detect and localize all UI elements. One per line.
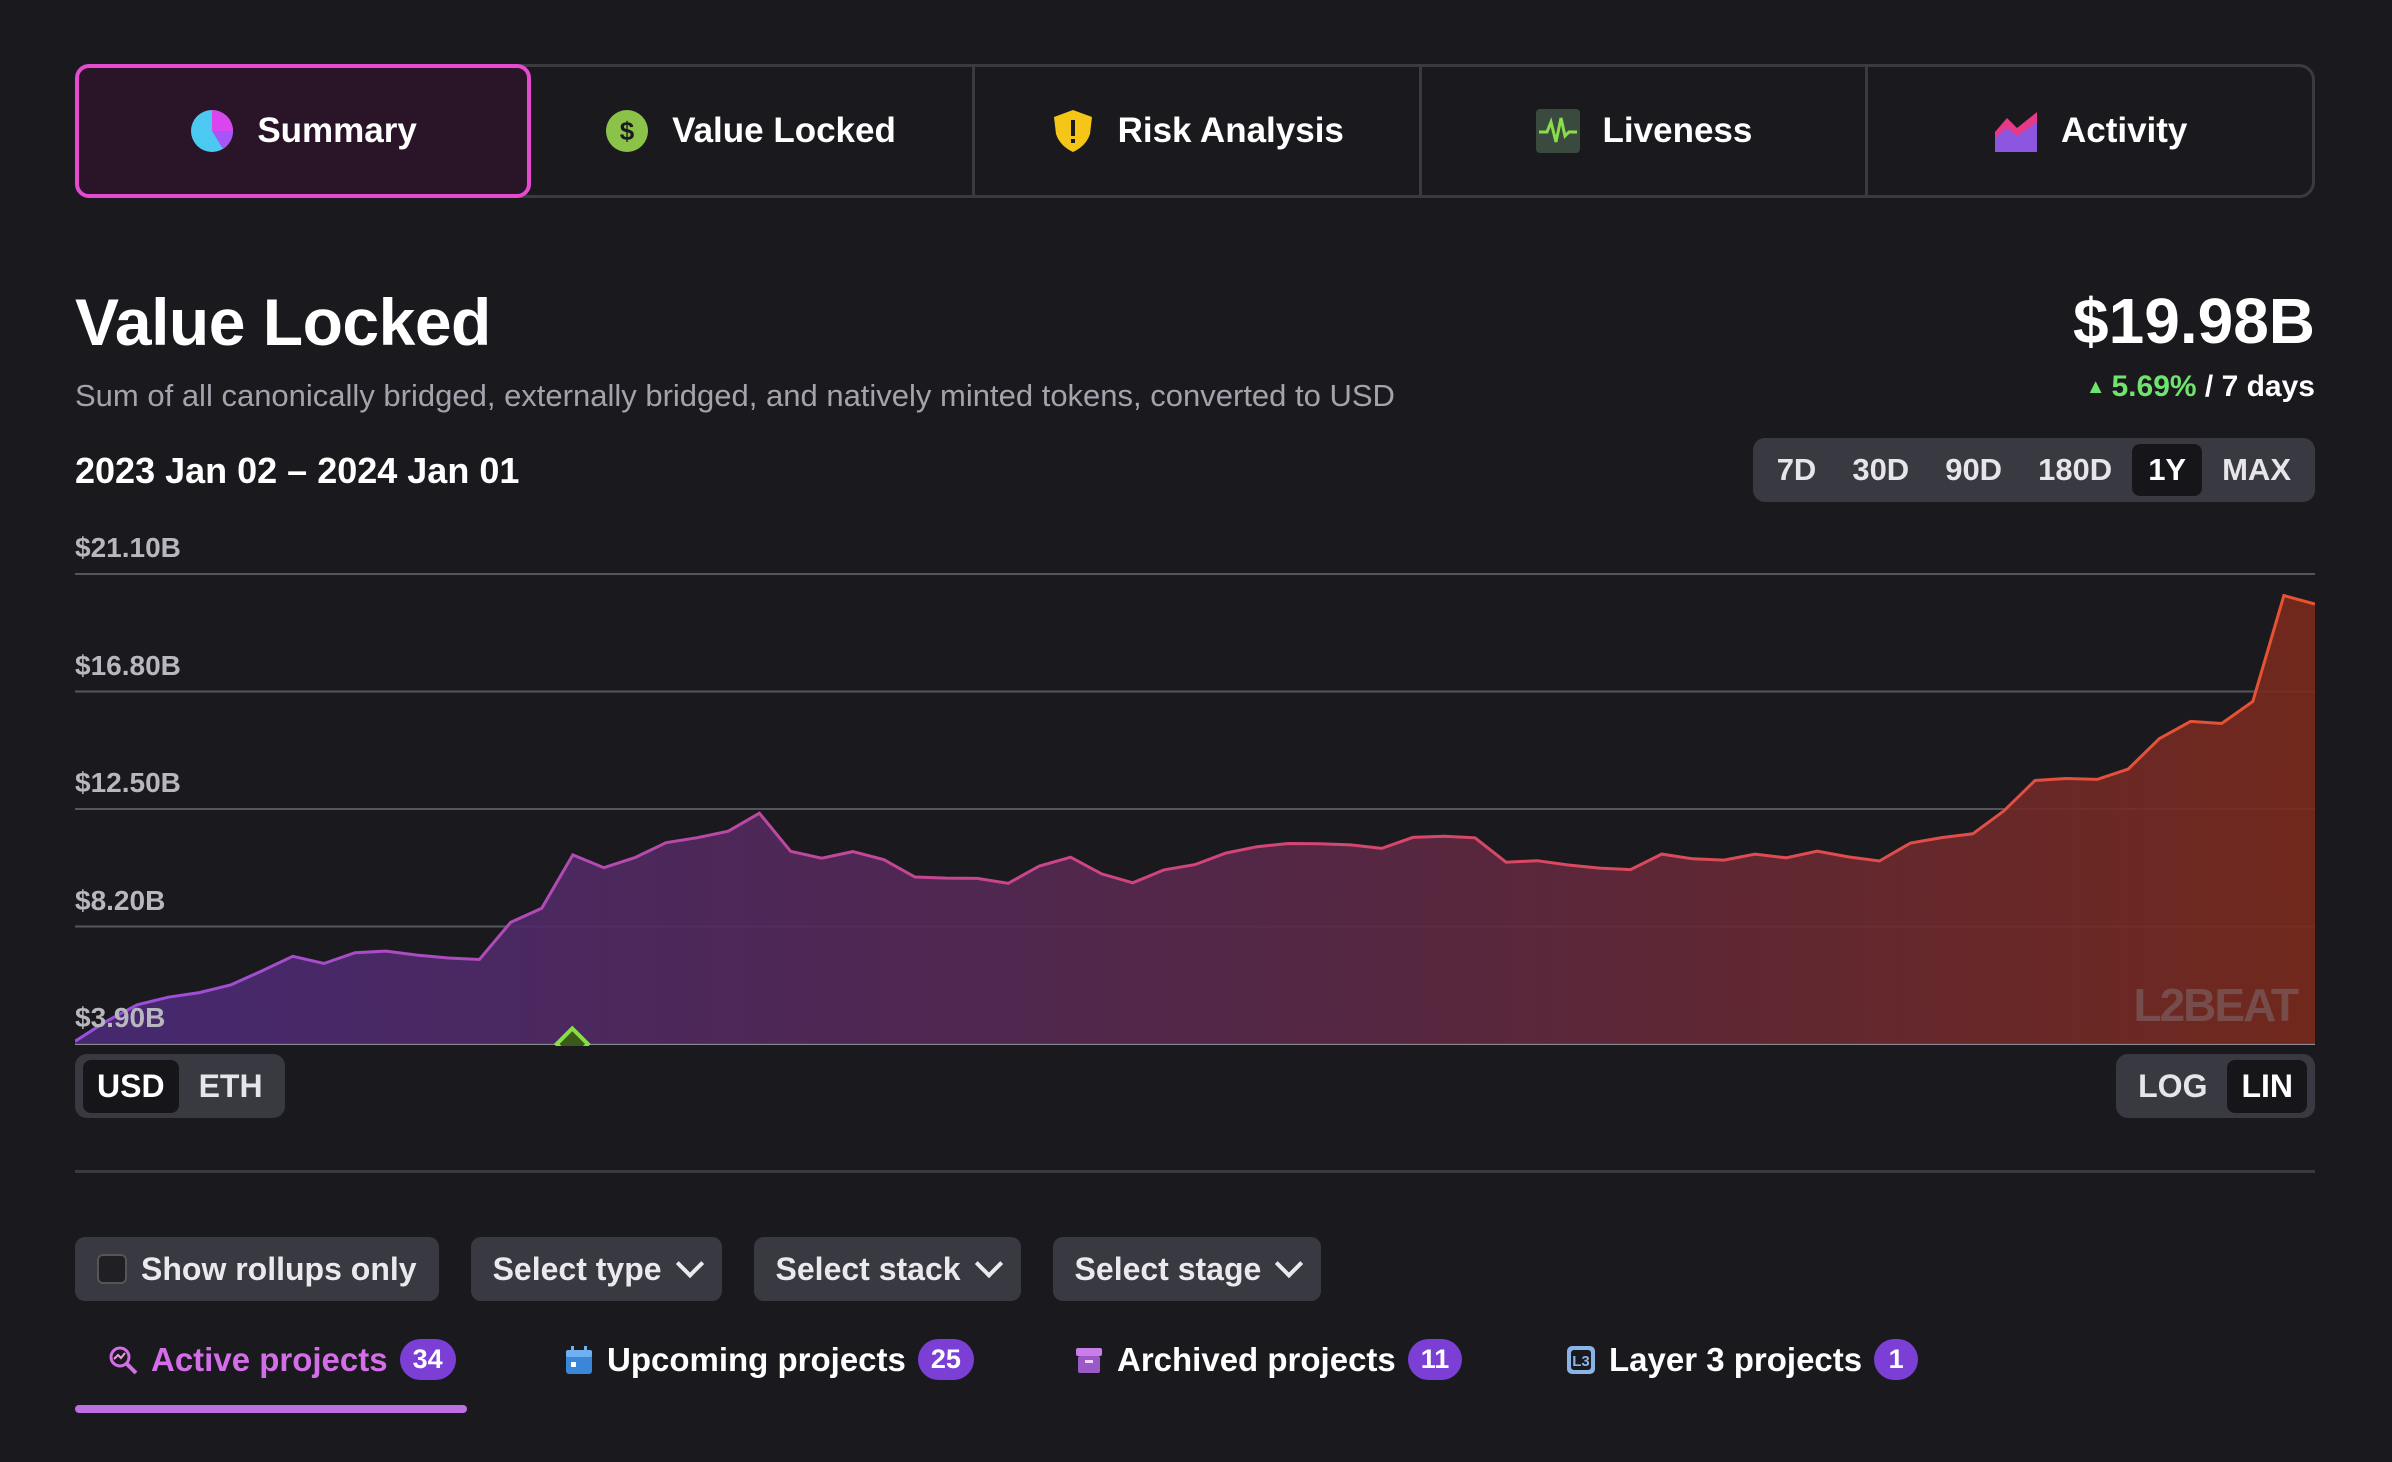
range-7d[interactable]: 7D bbox=[1776, 452, 1817, 487]
shield-warning-icon bbox=[1053, 110, 1092, 152]
y-axis-tick-label: $16.80B bbox=[75, 649, 181, 681]
svg-text:$: $ bbox=[620, 116, 635, 146]
layer3-icon: L3 bbox=[1567, 1345, 1595, 1374]
range-1y[interactable]: 1Y bbox=[2132, 444, 2203, 496]
value-locked-header: Value Locked Sum of all canonically brid… bbox=[75, 284, 2315, 414]
chart-canvas bbox=[75, 573, 2315, 1046]
checkbox-icon bbox=[97, 1254, 127, 1284]
tab-value-locked[interactable]: $ Value Locked bbox=[528, 67, 975, 195]
range-max[interactable]: MAX bbox=[2222, 452, 2291, 487]
page: Summary $ Value Locked Risk Analysis Liv… bbox=[75, 64, 2315, 1413]
divider bbox=[75, 1170, 2315, 1173]
change-percent: 5.69% bbox=[2111, 370, 2197, 403]
count-badge: 1 bbox=[1874, 1339, 1919, 1380]
tab-summary[interactable]: Summary bbox=[75, 64, 532, 198]
currency-eth[interactable]: ETH bbox=[198, 1067, 263, 1104]
change-summary: ▲ 5.69% / 7 days bbox=[2086, 370, 2315, 404]
calendar-icon bbox=[566, 1345, 592, 1374]
project-tabs: Active projects 34 Upcoming projects 25 … bbox=[75, 1339, 2315, 1413]
scale-lin[interactable]: LIN bbox=[2227, 1059, 2307, 1113]
page-title: Value Locked bbox=[75, 285, 491, 359]
chevron-down-icon bbox=[675, 1249, 704, 1279]
dropdown-label: Select stack bbox=[775, 1250, 961, 1287]
scale-log[interactable]: LOG bbox=[2138, 1067, 2208, 1104]
scale-toggle: LOG LIN bbox=[2116, 1054, 2315, 1118]
range-selector: 7D 30D 90D 180D 1Y MAX bbox=[1752, 438, 2315, 502]
value-locked-chart[interactable]: $21.10B $16.80B $12.50B $8.20B $3.90B L2BEAT bbox=[75, 526, 2315, 1046]
date-range: 2023 Jan 02 – 2024 Jan 01 bbox=[75, 450, 520, 491]
y-axis-tick-label: $8.20B bbox=[75, 884, 166, 916]
checkbox-label: Show rollups only bbox=[141, 1250, 417, 1287]
tab-liveness[interactable]: Liveness bbox=[1422, 67, 1869, 195]
count-badge: 11 bbox=[1407, 1339, 1463, 1380]
dollar-coin-icon: $ bbox=[606, 110, 649, 152]
page-subtitle: Sum of all canonically bridged, external… bbox=[75, 378, 1395, 413]
svg-text:L3: L3 bbox=[1572, 1353, 1590, 1370]
range-30d[interactable]: 30D bbox=[1852, 452, 1910, 487]
tab-label: Summary bbox=[257, 111, 417, 150]
magnify-chart-icon bbox=[109, 1346, 138, 1374]
select-stage-dropdown[interactable]: Select stage bbox=[1052, 1237, 1322, 1301]
chart-line bbox=[75, 593, 2315, 1043]
dropdown-label: Select stage bbox=[1074, 1250, 1262, 1287]
archive-box-icon bbox=[1076, 1347, 1102, 1373]
select-type-dropdown[interactable]: Select type bbox=[470, 1237, 722, 1301]
arrow-up-icon: ▲ bbox=[2085, 376, 2106, 398]
tab-activity[interactable]: Activity bbox=[1868, 67, 2312, 195]
area-chart-icon bbox=[1994, 112, 2037, 152]
tab-label: Activity bbox=[2060, 111, 2188, 150]
count-badge: 25 bbox=[917, 1339, 974, 1380]
y-axis-tick-label: $12.50B bbox=[75, 767, 181, 798]
total-value: $19.98B bbox=[2073, 285, 2315, 357]
tab-label: Liveness bbox=[1602, 111, 1753, 150]
tab-active-projects[interactable]: Active projects 34 bbox=[107, 1339, 456, 1380]
rollups-only-checkbox[interactable]: Show rollups only bbox=[75, 1237, 439, 1301]
currency-toggle: USD ETH bbox=[75, 1054, 285, 1118]
tab-label: Archived projects bbox=[1117, 1340, 1396, 1378]
tab-label: Layer 3 projects bbox=[1609, 1340, 1863, 1378]
range-row: 2023 Jan 02 – 2024 Jan 01 7D 30D 90D 180… bbox=[75, 438, 2315, 508]
range-180d[interactable]: 180D bbox=[2038, 452, 2113, 487]
chevron-down-icon bbox=[1275, 1249, 1304, 1279]
pulse-icon bbox=[1535, 109, 1580, 153]
currency-usd[interactable]: USD bbox=[83, 1059, 179, 1113]
y-axis-tick-label: $21.10B bbox=[75, 532, 181, 563]
tab-layer3-projects[interactable]: L3 Layer 3 projects 1 bbox=[1565, 1339, 1919, 1380]
range-90d[interactable]: 90D bbox=[1945, 452, 2003, 487]
select-stack-dropdown[interactable]: Select stack bbox=[753, 1237, 1021, 1301]
chevron-down-icon bbox=[974, 1249, 1003, 1279]
tab-label: Active projects bbox=[151, 1340, 388, 1378]
filter-bar: Show rollups only Select type Select sta… bbox=[75, 1237, 2315, 1301]
y-axis-tick-label: $3.90B bbox=[75, 1002, 166, 1033]
tab-bar: Summary $ Value Locked Risk Analysis Liv… bbox=[75, 64, 2315, 198]
chart-date-marker[interactable] bbox=[553, 1025, 591, 1046]
tab-label: Upcoming projects bbox=[607, 1340, 906, 1378]
chart-toggles: USD ETH LOG LIN bbox=[75, 1054, 2315, 1120]
tab-risk-analysis[interactable]: Risk Analysis bbox=[975, 67, 1422, 195]
dropdown-label: Select type bbox=[492, 1250, 662, 1287]
tab-label: Value Locked bbox=[672, 111, 896, 150]
chart-area bbox=[75, 595, 2315, 1044]
pie-chart-icon bbox=[191, 110, 234, 152]
tab-upcoming-projects[interactable]: Upcoming projects 25 bbox=[563, 1339, 974, 1380]
l2beat-logo: L2BEAT bbox=[2133, 979, 2299, 1031]
count-badge: 34 bbox=[399, 1339, 456, 1380]
tab-archived-projects[interactable]: Archived projects 11 bbox=[1073, 1339, 1463, 1380]
tab-label: Risk Analysis bbox=[1117, 111, 1344, 150]
active-tab-indicator bbox=[75, 1405, 467, 1413]
change-period: / 7 days bbox=[2204, 370, 2315, 403]
